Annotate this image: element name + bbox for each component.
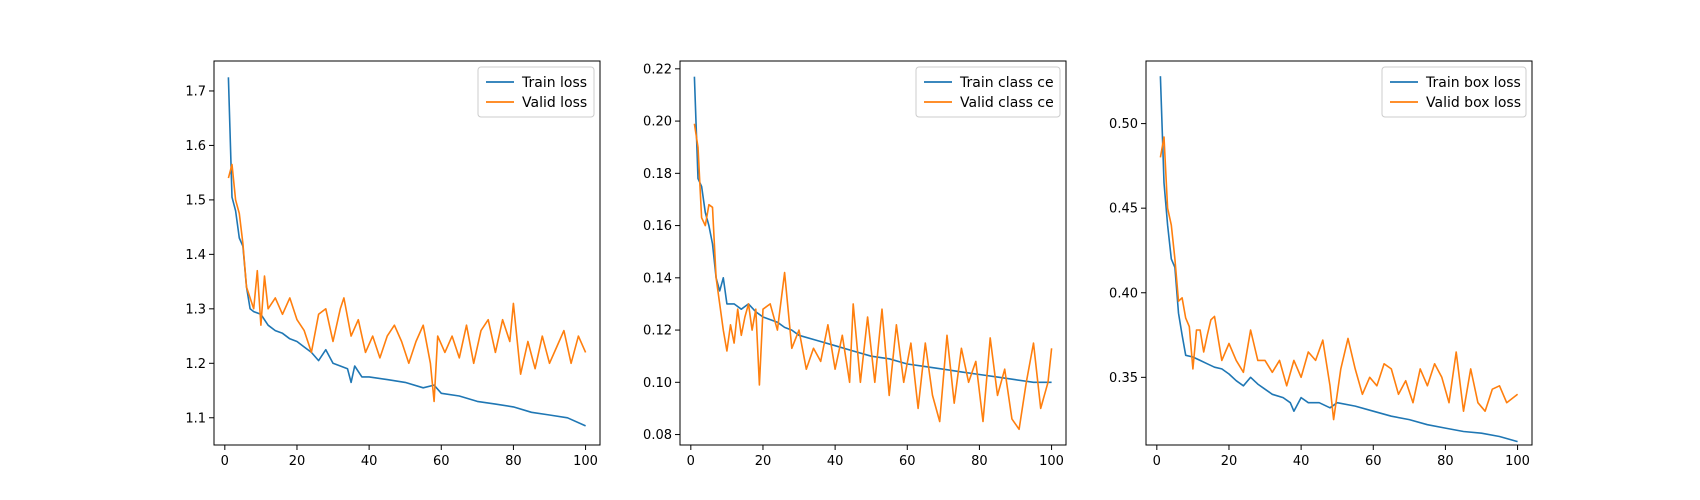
y-tick-label: 1.1 bbox=[185, 411, 206, 426]
y-tick-label: 0.14 bbox=[643, 271, 672, 286]
legend: Train box loss Valid box loss bbox=[1381, 66, 1527, 118]
legend-box bbox=[915, 66, 1061, 118]
chart-panel-3: 0 20 40 60 80 100 0.35 0.40 0.45 0.50 Train box lo… bbox=[1109, 60, 1533, 469]
y-tick-label: 1.4 bbox=[185, 248, 206, 263]
legend-label: Train box loss bbox=[1425, 75, 1521, 91]
legend-box bbox=[1381, 66, 1527, 118]
legend: Train loss Valid loss bbox=[477, 66, 595, 118]
y-tick-label: 0.16 bbox=[643, 219, 672, 234]
legend-label: Train class ce bbox=[959, 75, 1054, 91]
y-tick-label: 1.5 bbox=[185, 193, 206, 208]
legend-label: Valid box loss bbox=[1426, 95, 1521, 111]
x-tick-label: 20 bbox=[755, 454, 772, 469]
x-tick-label: 40 bbox=[1293, 454, 1310, 469]
x-tick-label: 60 bbox=[899, 454, 916, 469]
x-tick-label: 20 bbox=[289, 454, 306, 469]
x-tick-label: 60 bbox=[433, 454, 450, 469]
y-tick-label: 0.20 bbox=[643, 115, 672, 130]
legend-box bbox=[477, 66, 595, 118]
x-tick-label: 0 bbox=[221, 454, 229, 469]
series-line-valid bbox=[227, 163, 587, 403]
legend-label: Valid class ce bbox=[960, 95, 1054, 111]
chart-panel-1: 0 20 40 60 80 100 1.1 1.2 1.3 1.4 1.5 1.6 1.7 Train l… bbox=[185, 60, 601, 469]
y-tick-label: 1.6 bbox=[185, 139, 206, 154]
y-tick-label: 0.22 bbox=[643, 62, 672, 77]
y-tick-label: 1.3 bbox=[185, 302, 206, 317]
axes-frame bbox=[213, 60, 601, 446]
series-line-valid bbox=[1159, 136, 1519, 421]
legend: Train class ce Valid class ce bbox=[915, 66, 1061, 118]
x-tick-label: 80 bbox=[971, 454, 988, 469]
y-tick-label: 0.45 bbox=[1109, 202, 1138, 217]
series-line-train bbox=[693, 76, 1052, 384]
y-tick-label: 0.35 bbox=[1109, 371, 1138, 386]
axes-frame bbox=[679, 60, 1067, 446]
x-tick-label: 100 bbox=[1505, 454, 1530, 469]
x-tick-label: 40 bbox=[361, 454, 378, 469]
x-tick-label: 0 bbox=[1153, 454, 1161, 469]
axes-frame bbox=[1145, 60, 1533, 446]
series-line-train bbox=[1159, 76, 1518, 443]
x-tick-label: 80 bbox=[1437, 454, 1454, 469]
y-tick-label: 1.2 bbox=[185, 357, 206, 372]
y-tick-label: 0.12 bbox=[643, 324, 672, 339]
x-tick-label: 0 bbox=[687, 454, 695, 469]
y-tick-label: 0.50 bbox=[1109, 117, 1138, 132]
series-line-train bbox=[227, 77, 586, 427]
y-tick-label: 0.10 bbox=[643, 376, 672, 391]
x-tick-label: 40 bbox=[827, 454, 844, 469]
x-tick-label: 20 bbox=[1221, 454, 1238, 469]
x-tick-label: 100 bbox=[573, 454, 598, 469]
y-tick-label: 0.40 bbox=[1109, 286, 1138, 301]
legend-label: Valid loss bbox=[522, 95, 587, 111]
x-tick-label: 60 bbox=[1365, 454, 1382, 469]
series-line-valid bbox=[693, 123, 1053, 431]
y-tick-label: 1.7 bbox=[185, 84, 206, 99]
chart-panel-2: 0 20 40 60 80 100 0.08 0.10 0.12 0.14 0.16 0.18 0.20… bbox=[643, 60, 1067, 469]
y-tick-label: 0.08 bbox=[643, 428, 672, 443]
x-tick-label: 100 bbox=[1039, 454, 1064, 469]
y-tick-label: 0.18 bbox=[643, 167, 672, 182]
legend-label: Train loss bbox=[521, 75, 587, 91]
x-tick-label: 80 bbox=[505, 454, 522, 469]
